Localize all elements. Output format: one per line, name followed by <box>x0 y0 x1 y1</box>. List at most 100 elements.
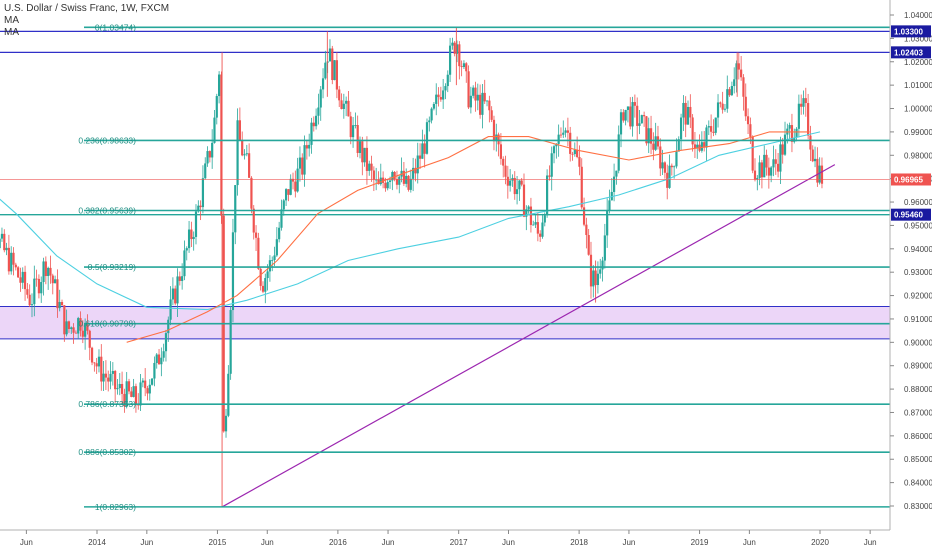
candle-body <box>231 232 235 311</box>
candle-body <box>534 222 537 225</box>
candle-body <box>155 354 158 363</box>
candle-body <box>351 125 355 138</box>
candle-body <box>753 170 757 180</box>
candle-body <box>488 100 491 111</box>
ma-indicator-label[interactable]: MA <box>4 15 19 26</box>
fib-level-label: 0.5(0.93219) <box>88 262 136 272</box>
candle-body <box>379 177 382 185</box>
candle-body <box>132 386 135 397</box>
candle-body <box>726 89 729 109</box>
candle-body <box>481 92 484 115</box>
x-tick-label: Jun <box>382 538 395 547</box>
candle-body <box>716 102 720 118</box>
candle-body <box>354 125 357 126</box>
candle-body <box>111 370 114 374</box>
fib-level-label: 0.886(0.85302) <box>78 447 136 457</box>
candle-body <box>356 125 359 153</box>
candle-body <box>148 384 151 394</box>
candle-body <box>284 189 288 201</box>
candle-body <box>495 134 498 142</box>
candle-body <box>587 235 590 255</box>
candle-body <box>40 282 43 294</box>
candle-body <box>67 321 71 329</box>
candle-body <box>483 92 486 102</box>
x-tick-label: 2016 <box>329 538 347 547</box>
candle-body <box>760 162 764 178</box>
candle-body <box>633 102 636 106</box>
candle-body <box>65 321 68 335</box>
ma-slow-line[interactable] <box>0 131 821 311</box>
symbol-title[interactable]: U.S. Dollar / Swiss Franc, 1W, FXCM <box>4 3 170 14</box>
fib-level-label: 0.618(0.90798) <box>78 319 136 329</box>
candle-body <box>756 177 759 180</box>
candle-body <box>335 60 339 90</box>
candle-body <box>264 278 267 292</box>
candle-body <box>134 386 138 404</box>
candle-body <box>317 107 320 116</box>
candle-body <box>144 380 147 389</box>
candle-body <box>120 383 124 394</box>
candle-body <box>576 149 579 157</box>
candle-body <box>33 278 36 305</box>
candle-body <box>72 327 75 333</box>
candle-body <box>261 285 265 292</box>
candle-body <box>673 166 676 168</box>
candle-body <box>578 156 581 167</box>
candle-body <box>58 301 61 309</box>
candle-body <box>728 89 731 96</box>
candle-body <box>90 347 94 363</box>
trendline[interactable] <box>221 164 836 508</box>
candle-body <box>375 179 378 181</box>
candle-body <box>742 77 745 97</box>
fib-level-label: 0.236(0.98633) <box>78 135 136 145</box>
candle-body <box>294 181 297 192</box>
candle-body <box>546 175 549 216</box>
candle-body <box>446 74 449 87</box>
candle-body <box>23 271 27 290</box>
y-tick-label: 1.03000 <box>904 34 932 43</box>
fib-level-label: 0.382(0.95639) <box>78 205 136 215</box>
candle-body <box>499 144 503 159</box>
candle-body <box>7 247 10 272</box>
candle-body <box>730 86 733 96</box>
candle-body <box>758 162 761 178</box>
candle-body <box>689 106 692 118</box>
candle-body <box>744 96 747 117</box>
candle-body <box>437 94 440 98</box>
candle-body <box>125 381 128 407</box>
candle-body <box>432 103 436 109</box>
candle-body <box>171 288 174 300</box>
candle-body <box>497 134 500 145</box>
candles <box>0 37 824 438</box>
support-zone[interactable] <box>0 306 890 339</box>
candle-body <box>421 143 424 159</box>
candle-body <box>174 288 177 304</box>
candle-body <box>813 158 817 162</box>
candle-body <box>104 373 108 378</box>
y-tick-label: 0.89000 <box>904 362 932 371</box>
candle-body <box>668 165 671 188</box>
y-tick-label: 0.90000 <box>904 338 932 347</box>
candle-body <box>217 74 221 97</box>
candle-body <box>559 134 563 136</box>
candle-body <box>361 141 364 163</box>
candle-body <box>615 170 618 177</box>
candle-body <box>368 163 371 171</box>
candle-body <box>776 163 780 172</box>
candle-body <box>183 250 186 277</box>
x-tick-label: Jun <box>743 538 756 547</box>
candle-body <box>603 235 606 261</box>
candle-body <box>643 115 646 117</box>
candle-body <box>28 294 31 306</box>
candle-body <box>418 155 422 159</box>
candle-body <box>53 279 57 284</box>
ma-indicator-label[interactable]: MA <box>4 27 19 38</box>
candle-body <box>97 356 101 367</box>
x-tick-label: 2018 <box>570 538 588 547</box>
candle-body <box>206 151 209 164</box>
candle-body <box>599 269 602 274</box>
y-tick-label: 0.98000 <box>904 151 932 160</box>
level-price-label-box <box>891 46 931 59</box>
candle-body <box>298 157 302 169</box>
ma-fast-line[interactable] <box>126 131 810 343</box>
